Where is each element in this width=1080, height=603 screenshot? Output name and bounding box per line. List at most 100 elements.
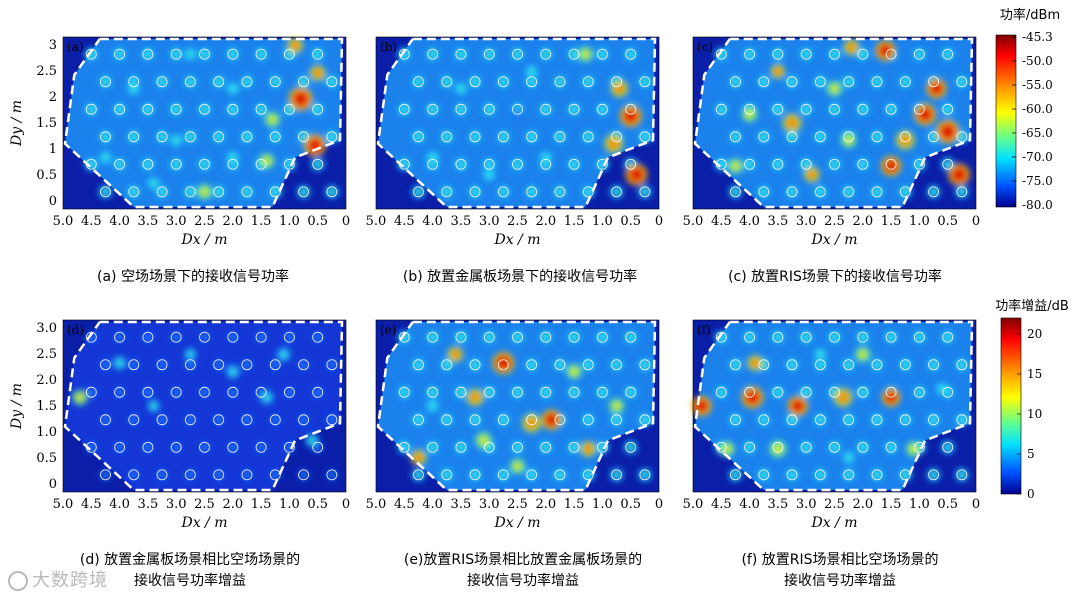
heat-blob [579, 465, 598, 484]
measurement-point [625, 48, 637, 60]
heat-blob [579, 72, 598, 91]
x-tick-label: 3.0 [479, 497, 500, 512]
heat-blob [839, 410, 858, 429]
hotspot [480, 165, 499, 184]
y-tick-label: 2.0 [36, 373, 57, 388]
heat-blob [96, 410, 115, 429]
colorbar-tick-label: -55.0 [1022, 78, 1053, 92]
heat-blob [825, 438, 844, 457]
panel-d: (d) 5.0 4.5 4.0 3.5 3.0 2.5 2.0 1.5 1.0 0.5 0 Dx / m… [9, 319, 350, 531]
heat-blob [237, 127, 256, 146]
measurement-point [758, 186, 770, 198]
hotspot [182, 346, 199, 363]
hotspot [623, 161, 650, 188]
measurement-point [800, 158, 812, 170]
x-tick-label: 1.0 [909, 497, 930, 512]
measurement-point [184, 414, 196, 426]
hotspot [893, 128, 918, 153]
heat-blob [252, 328, 271, 347]
measurement-point [283, 48, 295, 60]
heat-blob [952, 72, 971, 91]
measurement-point [227, 441, 239, 453]
x-tick-label: 2.5 [824, 214, 845, 229]
hotspot [257, 388, 276, 407]
heat-blob [294, 465, 313, 484]
heat-blob [811, 182, 830, 201]
heat-blob [209, 127, 228, 146]
measurement-point [540, 441, 552, 453]
heat-blob [195, 438, 214, 457]
heat-blob [280, 383, 299, 402]
heat-blob [952, 355, 971, 374]
measurement-point [413, 359, 424, 371]
heat-blob [740, 328, 759, 347]
hotspot [223, 79, 242, 98]
measurement-point [269, 359, 281, 371]
measurement-point [800, 103, 812, 115]
hotspot [606, 396, 627, 416]
heat-blob [167, 383, 186, 402]
heat-blob [308, 155, 327, 174]
measurement-point [469, 469, 481, 481]
heat-blob [153, 355, 172, 374]
measurement-point [85, 103, 97, 115]
measurement-point [241, 359, 253, 371]
hotspot [194, 181, 215, 202]
heat-blob [181, 465, 200, 484]
y-tick-label: 2.5 [36, 64, 57, 79]
measurement-point [469, 414, 481, 426]
measurement-point [899, 414, 911, 426]
heat-blobs [69, 328, 341, 484]
heat-blob [607, 355, 626, 374]
measurement-point [483, 441, 495, 453]
measurement-point [455, 158, 467, 170]
measurement-point [568, 441, 580, 453]
measurement-point [786, 76, 798, 88]
heat-blob [195, 328, 214, 347]
measurement-point [441, 131, 453, 143]
measurement-point [483, 386, 495, 398]
measurement-point [596, 331, 608, 343]
x-tick-label: 4.5 [81, 497, 102, 512]
x-tick-label: 2.5 [824, 497, 845, 512]
measurement-point [899, 359, 911, 371]
measurement-point [241, 76, 253, 88]
x-tick-label: 5.0 [683, 497, 704, 512]
hotspot [801, 164, 822, 185]
measurement-point [786, 186, 798, 198]
hotspot [739, 384, 766, 411]
x-tick-label: 2.0 [222, 497, 243, 512]
x-tick-label: 5.0 [683, 214, 704, 229]
measurement-point [611, 131, 622, 143]
heat-blob [754, 465, 773, 484]
measurement-point [170, 331, 182, 343]
measurement-point [184, 469, 196, 481]
measurement-point [227, 386, 239, 398]
heat-blob [754, 72, 773, 91]
measurement-point [582, 359, 594, 371]
heat-blob [924, 410, 943, 429]
x-axis-label: Dx / m [493, 515, 540, 531]
hotspot [830, 385, 855, 410]
heat-blob [322, 410, 341, 429]
heat-blob [712, 100, 731, 119]
x-tick-label: 2.5 [507, 497, 528, 512]
measurement-point [241, 414, 253, 426]
colorbar-tick-label: -75.0 [1022, 174, 1053, 188]
colorbar-gradient [995, 34, 1017, 208]
measurement-point [312, 441, 324, 453]
heat-blob [466, 182, 485, 201]
measurement-point [715, 103, 727, 115]
panel-tag: (a) [67, 40, 84, 54]
heat-blob [451, 328, 470, 347]
heat-blobs [82, 35, 341, 202]
measurement-point [857, 386, 869, 398]
heat-blob [896, 355, 915, 374]
heat-blob [522, 182, 541, 201]
plot-frame [375, 36, 660, 210]
x-tick-label: 1.0 [279, 214, 300, 229]
measurement-point [241, 186, 253, 198]
heat-blob [138, 100, 157, 119]
hotspot [745, 353, 766, 373]
heat-blob [522, 127, 541, 146]
